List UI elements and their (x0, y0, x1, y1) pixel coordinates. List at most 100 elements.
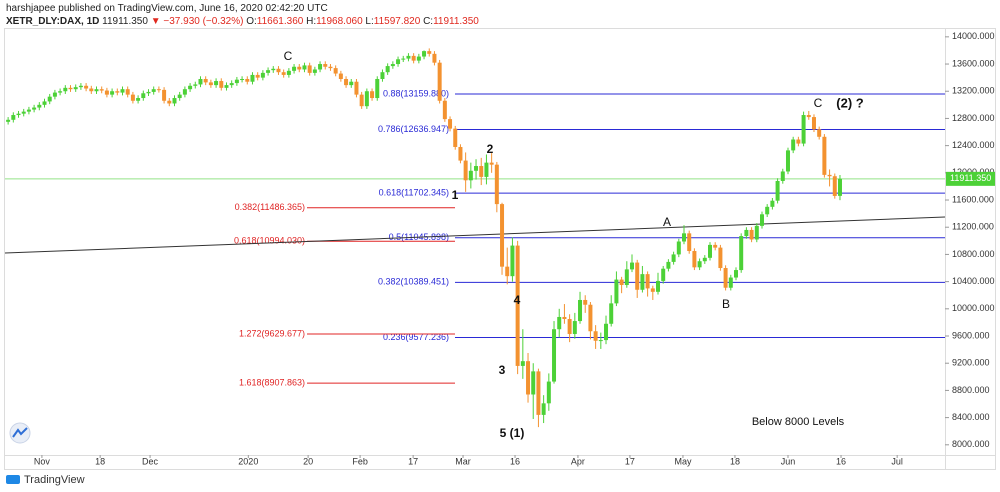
candle-body (89, 88, 94, 92)
candle-body (697, 261, 702, 268)
candle-body (260, 72, 265, 78)
x-tick-label: Jul (891, 456, 903, 466)
candle-body (733, 270, 738, 278)
y-tick-label: 11600.000 (952, 194, 994, 204)
candle-body (572, 321, 577, 334)
candle-body (375, 78, 380, 99)
y-tick-label: 13600.000 (952, 58, 995, 68)
candle-body (801, 115, 806, 144)
trendline (4, 216, 946, 254)
x-tick-label: Feb (352, 456, 368, 466)
candle-body (479, 166, 484, 177)
candle-body (42, 101, 47, 105)
level-label: 0.382(10389.451) (378, 277, 449, 287)
wave-label: 5 (1) (500, 426, 525, 440)
candle-body (214, 81, 219, 86)
candle-body (370, 91, 375, 99)
candle-body (99, 89, 104, 91)
candle-body (422, 51, 427, 57)
x-tick-label: 16 (836, 456, 846, 466)
candle-body (78, 85, 83, 88)
candle-body (411, 55, 416, 61)
candle-body (640, 274, 645, 290)
candle-body (21, 111, 26, 114)
candle-body (661, 268, 666, 281)
candle-body (458, 146, 463, 161)
candle-body (713, 244, 718, 248)
candle-body (676, 241, 681, 255)
candle-body (583, 299, 588, 305)
candle-body (396, 59, 401, 65)
x-tick-label: 17 (408, 456, 418, 466)
publisher: harshjapee published on TradingView.com,… (6, 3, 328, 14)
candle-body (505, 266, 510, 277)
y-tick-label: 10800.000 (952, 249, 995, 259)
candle-body (234, 79, 239, 84)
candle-body (702, 257, 707, 262)
candle-body (682, 233, 687, 242)
candle-body (453, 128, 458, 147)
candle-body (297, 66, 302, 70)
candle-body (130, 94, 135, 101)
candle-body (526, 361, 531, 395)
y-tick-label: 13200.000 (952, 86, 995, 96)
y-tick-label: 8400.000 (952, 412, 990, 422)
level-label: 1.618(8907.863) (239, 377, 305, 387)
x-tick-label: May (674, 456, 692, 466)
candle-body (193, 84, 198, 86)
y-tick-label: 10000.000 (952, 303, 995, 313)
candle-body (510, 245, 515, 277)
candle-body (182, 89, 187, 95)
candle-body (484, 162, 489, 177)
candle-body (811, 117, 816, 130)
x-tick-label: Apr (571, 456, 585, 466)
candle-body (333, 68, 338, 74)
candle-body (354, 81, 359, 95)
candle-body (567, 319, 572, 334)
candle-body (229, 83, 234, 86)
candle-body (68, 87, 73, 90)
candle-body (500, 204, 505, 267)
candle-body (151, 89, 156, 92)
tv-badge (9, 422, 31, 444)
candle-body (266, 70, 271, 73)
candle-body (744, 229, 749, 237)
candle-body (552, 329, 557, 382)
candle-body (198, 78, 203, 85)
candle-body (588, 304, 593, 332)
wave-label: (2) ? (836, 95, 864, 110)
candle-body (739, 236, 744, 271)
candle-body (120, 89, 125, 93)
y-tick-label: 10400.000 (952, 276, 995, 286)
candle-body (110, 91, 115, 95)
header: harshjapee published on TradingView.com,… (6, 2, 479, 28)
wave-label: C (284, 49, 293, 63)
wave-label: B (722, 297, 730, 311)
symbol: XETR_DLY:DAX, 1D (6, 16, 100, 27)
candle-body (604, 323, 609, 341)
candle-body (650, 288, 655, 292)
level-label: 1.272(9629.677) (239, 328, 305, 338)
candle-body (286, 70, 291, 75)
candle-body (52, 92, 57, 97)
candle-body (796, 139, 801, 144)
x-tick-label: 18 (95, 456, 105, 466)
candle-body (718, 247, 723, 269)
wave-label: 3 (499, 363, 506, 377)
candle-body (104, 90, 109, 95)
level-label: 0.618(11702.345) (379, 187, 449, 197)
frame (4, 28, 996, 470)
x-tick-label: 20 (303, 456, 313, 466)
change: ▼ −37.930 (−0.32%) (150, 16, 244, 27)
x-tick-label: 16 (510, 456, 520, 466)
candle-body (708, 244, 712, 258)
candle-body (167, 100, 172, 104)
candle-body (307, 65, 312, 73)
candle-body (276, 68, 281, 73)
candle-body (562, 316, 567, 320)
candle-body (323, 64, 328, 67)
candle-body (432, 53, 437, 63)
y-tick-label: 11200.000 (952, 222, 994, 232)
x-tick-label: Jun (781, 456, 796, 466)
